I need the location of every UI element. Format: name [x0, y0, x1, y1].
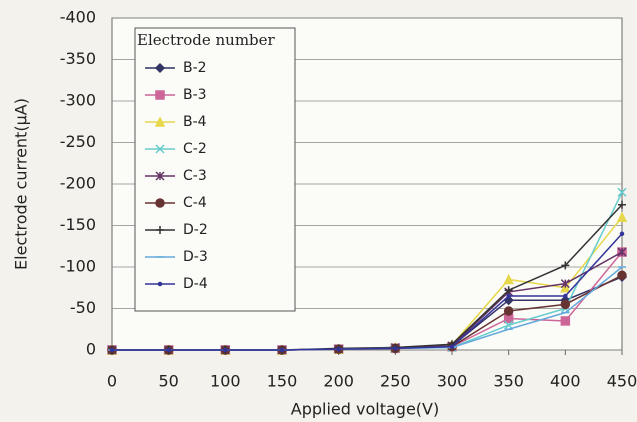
legend-label: C-2 [183, 141, 207, 157]
marker [155, 198, 165, 208]
marker [155, 171, 165, 181]
marker [503, 306, 514, 316]
x-tick-label: 100 [210, 372, 241, 391]
marker [617, 247, 627, 257]
marker [563, 293, 568, 299]
marker [560, 282, 571, 293]
marker [155, 90, 165, 100]
marker [560, 299, 571, 310]
marker [560, 279, 570, 289]
marker [504, 286, 513, 295]
marker [279, 347, 285, 353]
marker [617, 187, 627, 197]
legend-title: Electrode number [137, 31, 276, 49]
marker [157, 281, 163, 287]
marker [223, 347, 228, 353]
marker [503, 273, 514, 285]
series-line [112, 233, 623, 351]
legend-label: B-3 [183, 87, 207, 103]
y-tick-label: -100 [60, 257, 96, 276]
y-tick-label: 0 [86, 340, 96, 359]
y-tick-label: -300 [60, 91, 96, 110]
y-tick-label: -250 [60, 132, 96, 151]
marker [616, 211, 628, 222]
x-tick-label: 200 [323, 372, 354, 391]
marker [155, 144, 165, 154]
x-tick-label: 0 [107, 372, 117, 391]
marker [449, 344, 455, 349]
legend-label: D-3 [183, 249, 208, 265]
marker [393, 346, 398, 351]
marker [617, 270, 627, 281]
marker [618, 200, 626, 209]
x-axis-label: Applied voltage(V) [291, 400, 439, 419]
y-tick-label: -400 [60, 8, 96, 27]
legend-label: C-3 [183, 168, 207, 184]
marker [154, 116, 166, 127]
marker [506, 293, 511, 299]
y-tick-label: -50 [70, 298, 96, 317]
legend-label: B-2 [183, 60, 207, 76]
legend: Electrode number B-2 B-3 B-4 C-2 C-3 C-4 D-2 D-3… [134, 27, 296, 312]
x-tick-label: 250 [380, 372, 411, 391]
marker [336, 346, 341, 352]
marker [561, 261, 570, 270]
legend-label: D-4 [183, 276, 208, 292]
x-tick-label: 350 [493, 372, 524, 391]
marker [154, 62, 166, 74]
marker [156, 226, 164, 234]
y-tick-label: -350 [60, 49, 96, 68]
y-tick-label: -200 [60, 174, 96, 193]
marker [166, 347, 171, 353]
marker [560, 316, 571, 326]
y-tick-label: -150 [60, 215, 96, 234]
legend-label: C-4 [183, 195, 207, 211]
x-tick-label: 300 [437, 372, 468, 391]
legend-box [134, 27, 296, 312]
x-tick-label: 50 [158, 372, 178, 391]
y-axis-label: Electrode current(μA) [12, 98, 31, 270]
legend-label: D-2 [183, 222, 208, 238]
x-tick-label: 450 [607, 372, 637, 391]
x-tick-label: 400 [550, 372, 581, 391]
x-tick-label: 150 [267, 372, 298, 391]
legend-label: B-4 [183, 114, 207, 130]
marker [619, 231, 625, 237]
marker [109, 347, 115, 353]
